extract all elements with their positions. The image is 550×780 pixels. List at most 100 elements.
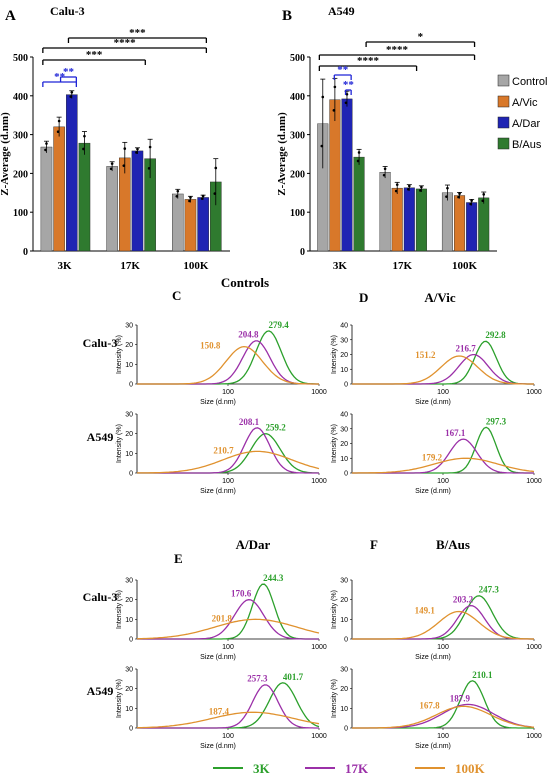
x-tick-label: 100K (452, 260, 478, 272)
y-tick-label: 0 (129, 382, 133, 389)
panel-letter: D (359, 290, 368, 305)
data-point (395, 183, 399, 186)
significance-label: *** (86, 49, 103, 61)
y-tick-label: 10 (340, 456, 348, 463)
bar (131, 150, 144, 252)
significance-label: **** (357, 55, 380, 67)
distribution-curve (352, 703, 535, 729)
y-axis-label: Intensity (%) (331, 424, 338, 463)
peak-label: 210.7 (213, 445, 234, 455)
distribution-curve (137, 340, 319, 385)
data-point (394, 189, 398, 193)
y-tick-label: 30 (340, 337, 348, 344)
y-tick-label: 30 (125, 412, 133, 419)
peak-label: 292.8 (485, 330, 506, 340)
legend-swatch (497, 116, 510, 129)
peak-label: 247.3 (479, 585, 500, 595)
x-axis-label: Size (d.nm) (200, 488, 236, 495)
y-tick-label: 20 (125, 431, 133, 438)
x-axis-label: Size (d.nm) (415, 743, 451, 750)
legend-label: 100K (455, 761, 486, 776)
y-tick-label: 20 (125, 597, 133, 604)
peak-label: 170.6 (231, 589, 252, 599)
y-tick-label: 20 (125, 686, 133, 693)
y-tick-label: 30 (340, 426, 348, 433)
y-tick-label: 20 (340, 441, 348, 448)
y-tick-label: 500 (290, 53, 305, 64)
x-tick-label: 100 (437, 733, 449, 740)
data-point (189, 196, 192, 199)
y-tick-label: 40 (340, 323, 348, 330)
x-tick-label: 1000 (526, 644, 542, 651)
y-tick-label: 500 (13, 53, 28, 64)
legend-label: B/Aus (512, 139, 542, 151)
data-point (200, 197, 204, 200)
data-point (175, 194, 179, 198)
data-point (457, 195, 460, 199)
peak-label: 201.8 (212, 613, 233, 623)
panel-title: Controls (221, 275, 269, 290)
data-point (147, 167, 151, 170)
data-point (123, 147, 127, 150)
bar (66, 94, 78, 252)
peak-label: 216.7 (455, 344, 476, 354)
y-tick-label: 0 (344, 382, 348, 389)
data-point (69, 95, 73, 98)
data-point (357, 151, 361, 154)
distribution-curve (137, 345, 319, 385)
bar (415, 188, 427, 252)
data-point (148, 145, 152, 149)
significance-label: * (418, 31, 424, 43)
y-axis-label: Intensity (%) (331, 679, 338, 718)
bar (40, 146, 53, 252)
distribution-curve (137, 711, 320, 729)
row-label: A549 (87, 430, 114, 444)
bar (78, 142, 91, 252)
y-tick-label: 400 (290, 92, 305, 103)
data-point (332, 109, 336, 112)
significance-label: **** (114, 37, 137, 49)
data-point (45, 142, 48, 145)
data-point (407, 188, 410, 191)
significance-label: ** (63, 66, 75, 78)
peak-label: 210.1 (472, 670, 493, 680)
distribution-curve (137, 330, 319, 385)
y-tick-label: 20 (340, 352, 348, 359)
data-point (445, 195, 448, 198)
x-tick-label: 100 (437, 478, 449, 485)
peak-label: 149.1 (415, 605, 436, 615)
x-tick-label: 100 (222, 389, 234, 396)
data-point (333, 85, 337, 89)
x-tick-label: 100 (437, 389, 449, 396)
peak-label: 204.8 (238, 330, 259, 340)
x-tick-label: 100 (222, 733, 234, 740)
x-tick-label: 1000 (526, 389, 542, 396)
peak-label: 179.2 (422, 452, 443, 462)
data-point (136, 147, 139, 151)
y-axis-label: Intensity (%) (331, 590, 338, 629)
distribution-curve (352, 610, 534, 640)
y-axis-label: Intensity (%) (116, 424, 123, 463)
x-tick-label: 1000 (311, 389, 327, 396)
y-axis-label: Intensity (%) (116, 590, 123, 629)
distribution-curve (137, 450, 320, 474)
data-point (57, 119, 61, 123)
peak-label: 167.1 (445, 428, 466, 438)
data-point (356, 159, 360, 163)
peak-label: 401.7 (283, 672, 304, 682)
x-axis-label: Size (d.nm) (415, 399, 451, 406)
data-point (382, 173, 386, 177)
panel-title: Calu-3 (50, 4, 85, 18)
significance-label: ** (337, 64, 349, 76)
data-point (110, 162, 114, 165)
y-axis-label: Z-Average (d.nm) (276, 112, 288, 196)
y-tick-label: 0 (300, 247, 305, 258)
data-point (458, 192, 461, 195)
bar (403, 187, 415, 252)
data-point (44, 148, 47, 152)
significance-label: **** (386, 44, 409, 56)
data-point (201, 194, 205, 198)
distribution-curve (352, 340, 534, 385)
peak-label: 150.8 (200, 341, 221, 351)
y-tick-label: 30 (340, 667, 348, 674)
